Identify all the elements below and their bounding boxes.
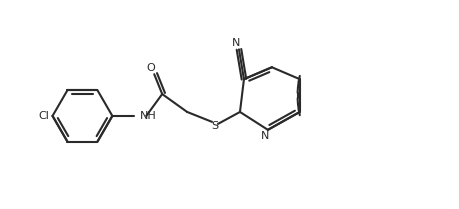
Text: N: N xyxy=(231,38,240,48)
Text: S: S xyxy=(211,121,218,131)
Text: N: N xyxy=(260,131,269,141)
Text: O: O xyxy=(146,63,155,73)
Text: NH: NH xyxy=(140,111,157,121)
Text: Cl: Cl xyxy=(39,111,50,121)
